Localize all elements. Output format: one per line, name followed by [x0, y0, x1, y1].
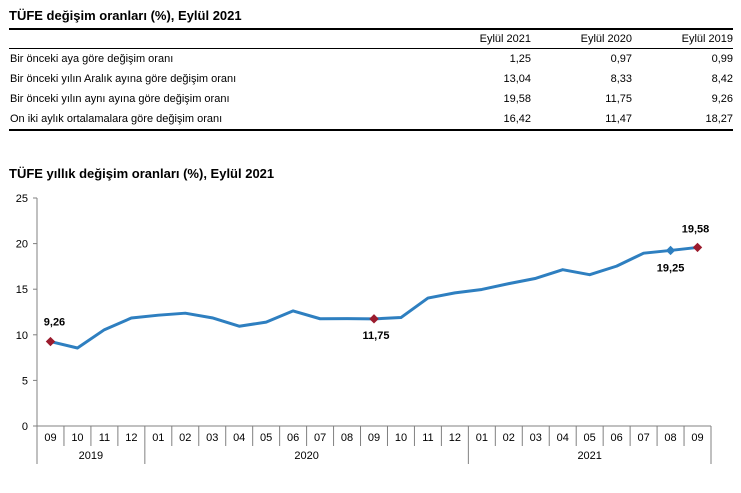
y-tick-label: 20	[16, 239, 28, 251]
x-tick-label: 11	[99, 432, 110, 444]
x-tick-label: 01	[152, 432, 164, 444]
data-label: 11,75	[363, 330, 390, 342]
x-tick-label: 01	[476, 432, 488, 444]
table-title: TÜFE değişim oranları (%), Eylül 2021	[9, 8, 242, 23]
x-tick-label: 09	[44, 432, 56, 444]
x-tick-label: 07	[637, 432, 649, 444]
x-tick-label: 02	[179, 432, 191, 444]
x-tick-label: 03	[206, 432, 218, 444]
data-point-marker	[369, 314, 379, 324]
column-header-eylul-2021: Eylül 2021	[479, 33, 531, 45]
table-cell: 11,47	[605, 113, 632, 125]
table-cell: 13,04	[503, 73, 531, 85]
x-tick-label: 06	[611, 432, 623, 444]
table-cell: 18,27	[705, 113, 733, 125]
y-tick-label: 0	[22, 421, 28, 433]
data-label: 19,25	[657, 262, 685, 274]
x-tick-label: 09	[691, 432, 703, 444]
x-tick-label: 08	[341, 432, 353, 444]
x-tick-label: 04	[557, 432, 569, 444]
chart-title: TÜFE yıllık değişim oranları (%), Eylül …	[9, 166, 275, 181]
x-tick-label: 06	[287, 432, 299, 444]
table-cell: 11,75	[605, 93, 632, 105]
table-cell: 8,42	[711, 73, 733, 85]
x-tick-label: 12	[449, 432, 461, 444]
table-cell: 0,99	[711, 53, 733, 65]
x-tick-label: 08	[664, 432, 676, 444]
data-point-marker	[45, 336, 56, 347]
x-tick-label: 09	[368, 432, 380, 444]
table-row: Bir önceki aya göre değişim oranı 1,25 0…	[9, 49, 733, 69]
y-tick-label: 10	[16, 330, 28, 342]
table-row: Bir önceki yılın aynı ayına göre değişim…	[9, 89, 733, 109]
table-cell: 19,58	[503, 93, 531, 105]
row-label: Bir önceki aya göre değişim oranı	[10, 53, 174, 65]
data-label: 9,26	[44, 317, 65, 329]
table-cell: 1,25	[509, 53, 531, 65]
x-tick-label: 12	[125, 432, 137, 444]
table-cell: 0,97	[610, 53, 632, 65]
table-row: Bir önceki yılın Aralık ayına göre değiş…	[9, 69, 733, 89]
y-tick-label: 15	[16, 284, 28, 296]
x-tick-label: 02	[503, 432, 515, 444]
x-tick-label: 10	[395, 432, 407, 444]
column-header-eylul-2020: Eylül 2020	[580, 33, 632, 45]
y-tick-label: 25	[16, 193, 28, 205]
y-tick-label: 5	[22, 375, 28, 387]
data-point-marker	[692, 242, 703, 253]
table-row: On iki aylık ortalamalara göre değişim o…	[9, 109, 733, 129]
row-label: Bir önceki yılın Aralık ayına göre değiş…	[10, 73, 237, 85]
x-tick-label: 04	[233, 432, 245, 444]
rate-table: Eylül 2021 Eylül 2020 Eylül 2019 Bir önc…	[9, 28, 733, 131]
x-tick-label: 05	[584, 432, 596, 444]
data-point-marker	[665, 245, 676, 256]
table-header-row: Eylül 2021 Eylül 2020 Eylül 2019	[9, 30, 733, 49]
year-group-label: 2019	[79, 450, 103, 462]
x-tick-label: 07	[314, 432, 326, 444]
year-group-label: 2021	[577, 450, 601, 462]
x-tick-label: 03	[530, 432, 542, 444]
row-label: On iki aylık ortalamalara göre değişim o…	[10, 113, 223, 125]
x-tick-label: 05	[260, 432, 272, 444]
table-cell: 16,42	[503, 113, 531, 125]
x-tick-label: 10	[71, 432, 83, 444]
column-header-eylul-2019: Eylül 2019	[681, 33, 733, 45]
year-group-label: 2020	[294, 450, 318, 462]
row-label: Bir önceki yılın aynı ayına göre değişim…	[10, 93, 230, 105]
x-tick-label: 11	[422, 432, 433, 444]
table-cell: 9,26	[711, 93, 733, 105]
table-cell: 8,33	[610, 73, 632, 85]
data-label: 19,58	[682, 223, 710, 235]
